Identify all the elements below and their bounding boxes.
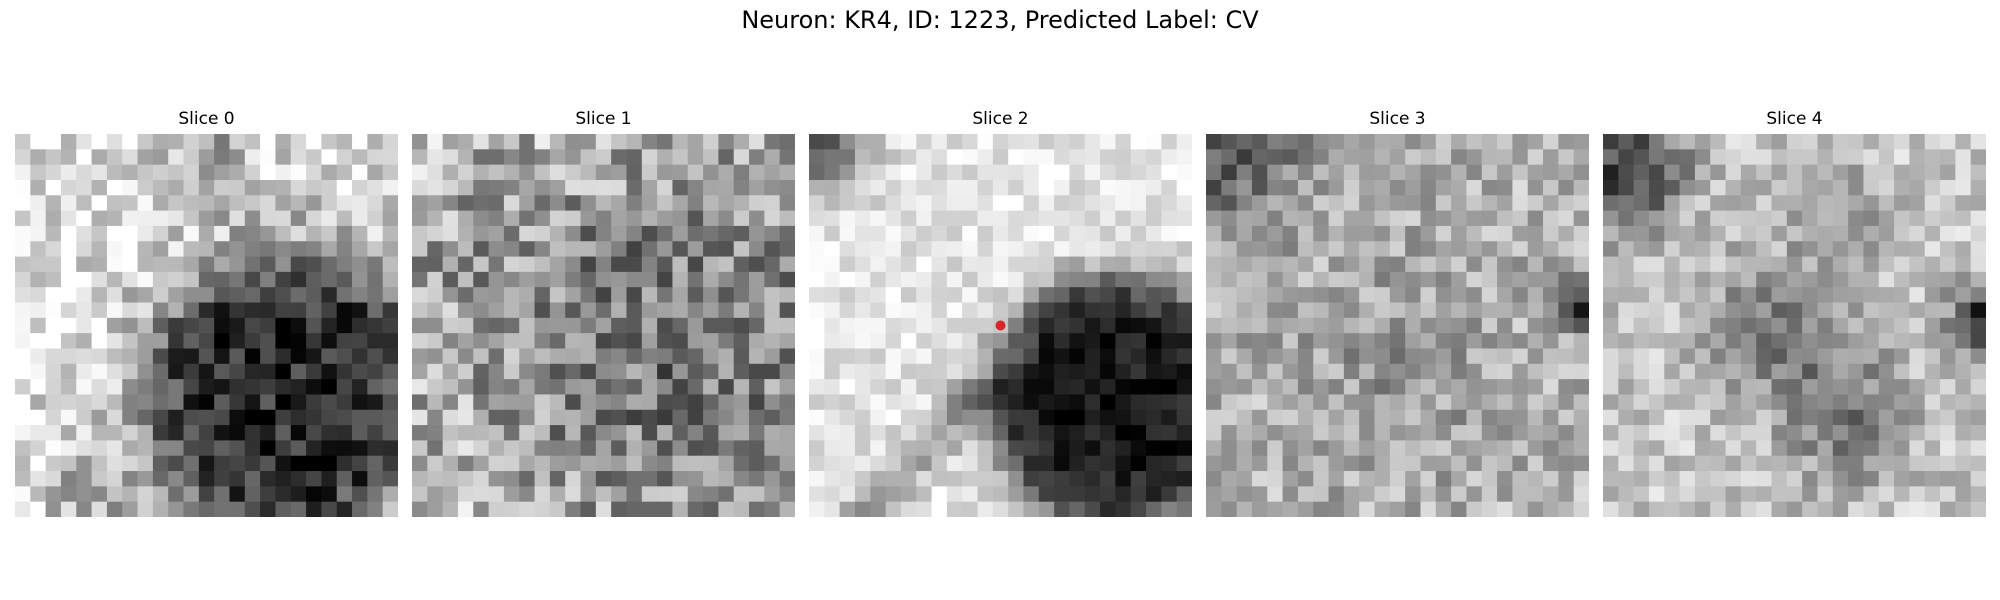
slice-title-4: Slice 4 <box>1766 109 1823 129</box>
slice-pixels-4 <box>1603 134 1986 517</box>
slice-image-4 <box>1603 134 1986 517</box>
circle-marker-icon <box>995 320 1006 331</box>
figure-title: Neuron: KR4, ID: 1223, Predicted Label: … <box>741 6 1259 34</box>
slice-panel-2: Slice 2 <box>809 108 1192 517</box>
slice-image-0 <box>15 134 398 517</box>
slice-panel-1: Slice 1 <box>412 108 795 517</box>
slice-title-0: Slice 0 <box>178 109 235 129</box>
slice-panel-4: Slice 4 <box>1603 108 1986 517</box>
slice-pixels-3 <box>1206 134 1589 517</box>
slice-panel-0: Slice 0 <box>15 108 398 517</box>
slice-image-3 <box>1206 134 1589 517</box>
slice-pixels-0 <box>15 134 398 517</box>
slice-title-1: Slice 1 <box>575 109 632 129</box>
slice-panel-3: Slice 3 <box>1206 108 1589 517</box>
slice-title-2: Slice 2 <box>972 109 1029 129</box>
slice-title-3: Slice 3 <box>1369 109 1426 129</box>
slice-pixels-2 <box>809 134 1192 517</box>
slice-image-2 <box>809 134 1192 517</box>
slice-image-1 <box>412 134 795 517</box>
slice-pixels-1 <box>412 134 795 517</box>
